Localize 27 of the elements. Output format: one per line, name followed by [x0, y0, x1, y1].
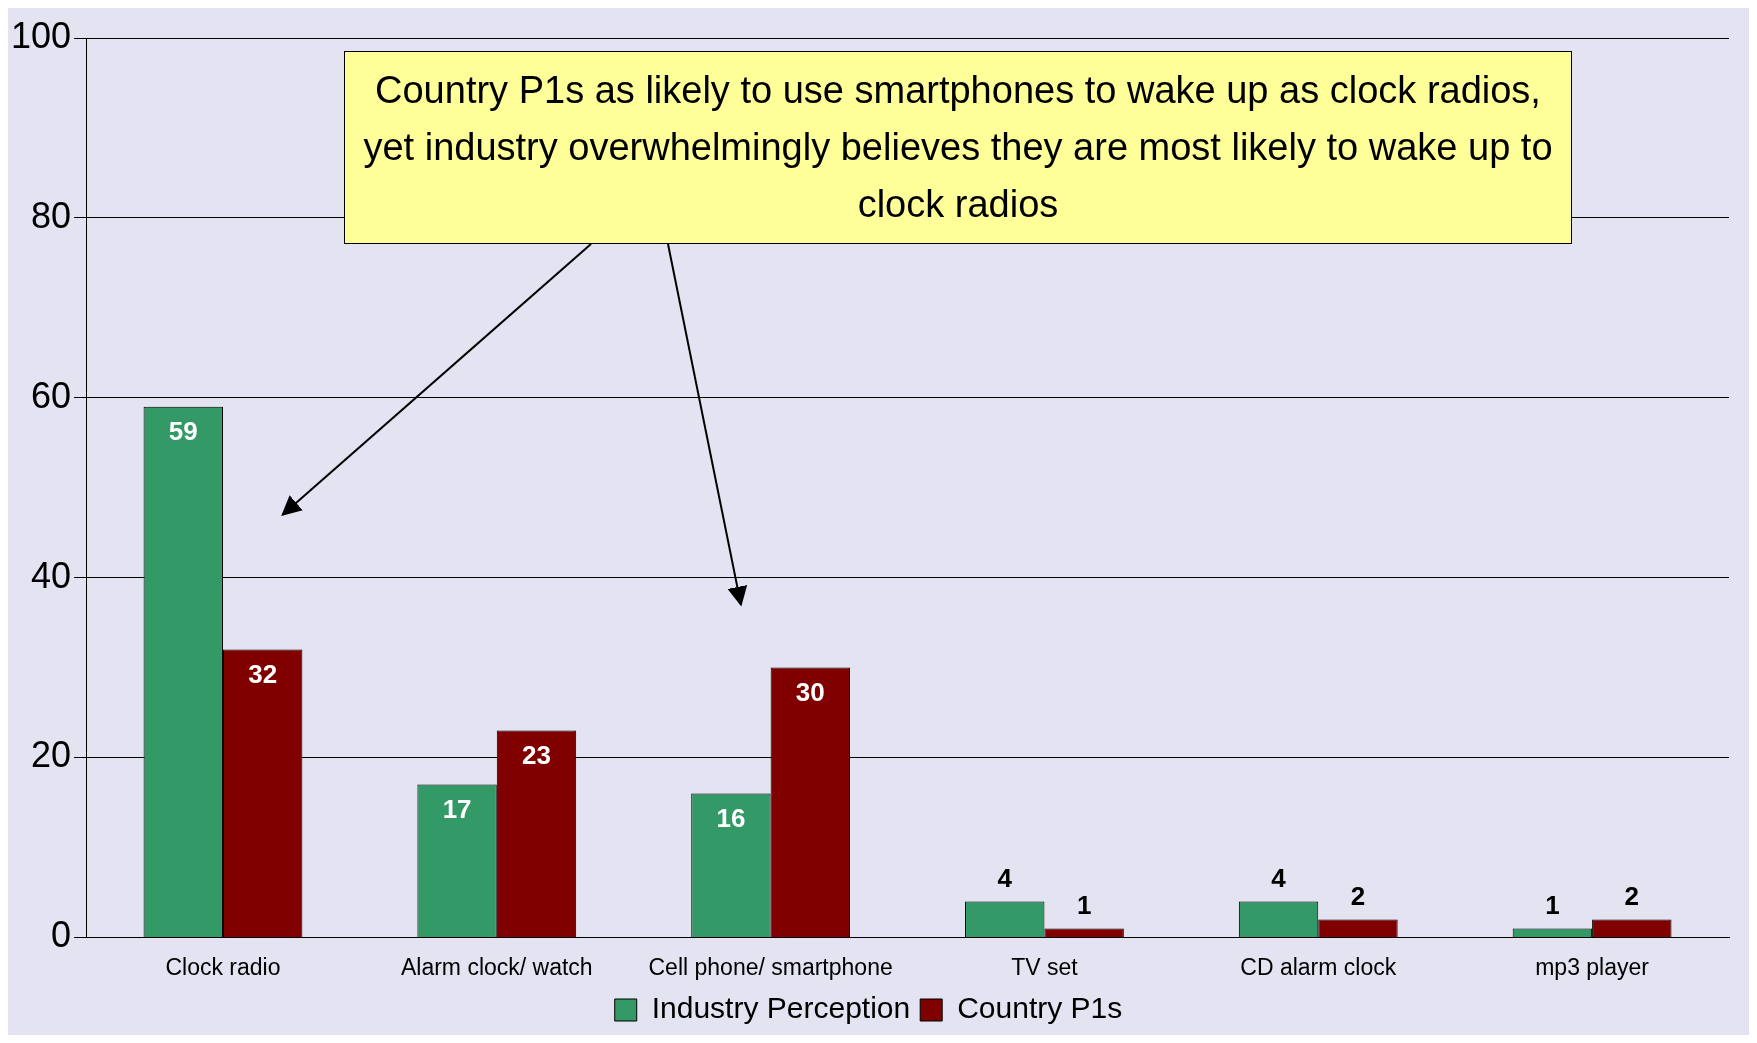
- data-label: 23: [522, 739, 551, 770]
- y-tick-label: 80: [31, 194, 72, 236]
- data-label: 2: [1624, 880, 1640, 911]
- data-label: 32: [248, 658, 278, 689]
- legend-label: Industry Perception: [651, 991, 911, 1025]
- data-label: 4: [997, 862, 1013, 893]
- data-label: 2: [1350, 880, 1366, 911]
- x-tick-label: mp3 player: [1535, 953, 1650, 980]
- x-tick-label: Alarm clock/ watch: [400, 953, 593, 980]
- data-label: 1: [1545, 889, 1560, 920]
- x-tick-label: Clock radio: [165, 953, 281, 980]
- y-tick-label: 0: [51, 914, 72, 956]
- y-tick-label: 60: [31, 374, 72, 416]
- annotation: Country P1s as likely to use smartphones to wake up as clock radios, yet industry overwhelmingly believes they are most likely to wake up to clock radios: [344, 51, 1572, 244]
- legend-label: Country P1s: [957, 991, 1123, 1025]
- data-label: 17: [442, 793, 472, 824]
- x-tick-label: TV set: [1011, 953, 1079, 980]
- data-label: 4: [1271, 862, 1287, 893]
- y-tick-label: 40: [31, 554, 72, 596]
- data-label: 59: [168, 415, 198, 446]
- y-tick-label: 100: [10, 14, 72, 56]
- data-label: 16: [716, 802, 746, 833]
- x-tick-label: CD alarm clock: [1240, 953, 1397, 980]
- data-label: 30: [795, 676, 825, 707]
- y-tick-label: 20: [31, 734, 72, 776]
- data-label: 1: [1076, 889, 1092, 920]
- x-tick-label: Cell phone/ smartphone: [648, 953, 893, 980]
